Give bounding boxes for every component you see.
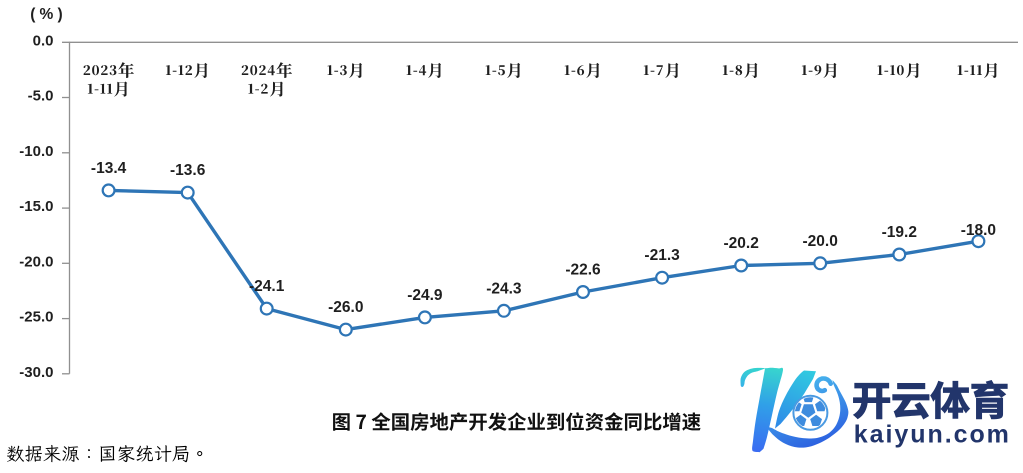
svg-text:-18.0: -18.0 bbox=[961, 222, 996, 239]
svg-text:-24.3: -24.3 bbox=[486, 280, 522, 297]
svg-text:-5.0: -5.0 bbox=[28, 88, 54, 105]
svg-text:-26.0: -26.0 bbox=[328, 299, 363, 316]
svg-text:-24.9: -24.9 bbox=[407, 287, 443, 304]
svg-text:-21.3: -21.3 bbox=[644, 247, 680, 264]
svg-text:-13.4: -13.4 bbox=[91, 160, 127, 177]
svg-text:0.0: 0.0 bbox=[33, 32, 54, 49]
svg-text:-13.6: -13.6 bbox=[170, 162, 206, 179]
svg-text:-20.2: -20.2 bbox=[724, 235, 759, 252]
svg-text:-25.0: -25.0 bbox=[19, 309, 53, 326]
svg-text:-22.6: -22.6 bbox=[565, 262, 601, 279]
svg-text:kaiyun.com: kaiyun.com bbox=[854, 421, 1011, 449]
svg-text:-20.0: -20.0 bbox=[803, 233, 838, 250]
svg-text:(%): (%) bbox=[30, 6, 67, 23]
svg-text:-30.0: -30.0 bbox=[19, 364, 53, 381]
svg-text:-19.2: -19.2 bbox=[882, 224, 917, 241]
svg-text:-24.1: -24.1 bbox=[249, 278, 285, 295]
svg-text:-10.0: -10.0 bbox=[19, 143, 53, 160]
svg-text:-15.0: -15.0 bbox=[19, 198, 53, 215]
svg-text:-20.0: -20.0 bbox=[19, 253, 53, 270]
